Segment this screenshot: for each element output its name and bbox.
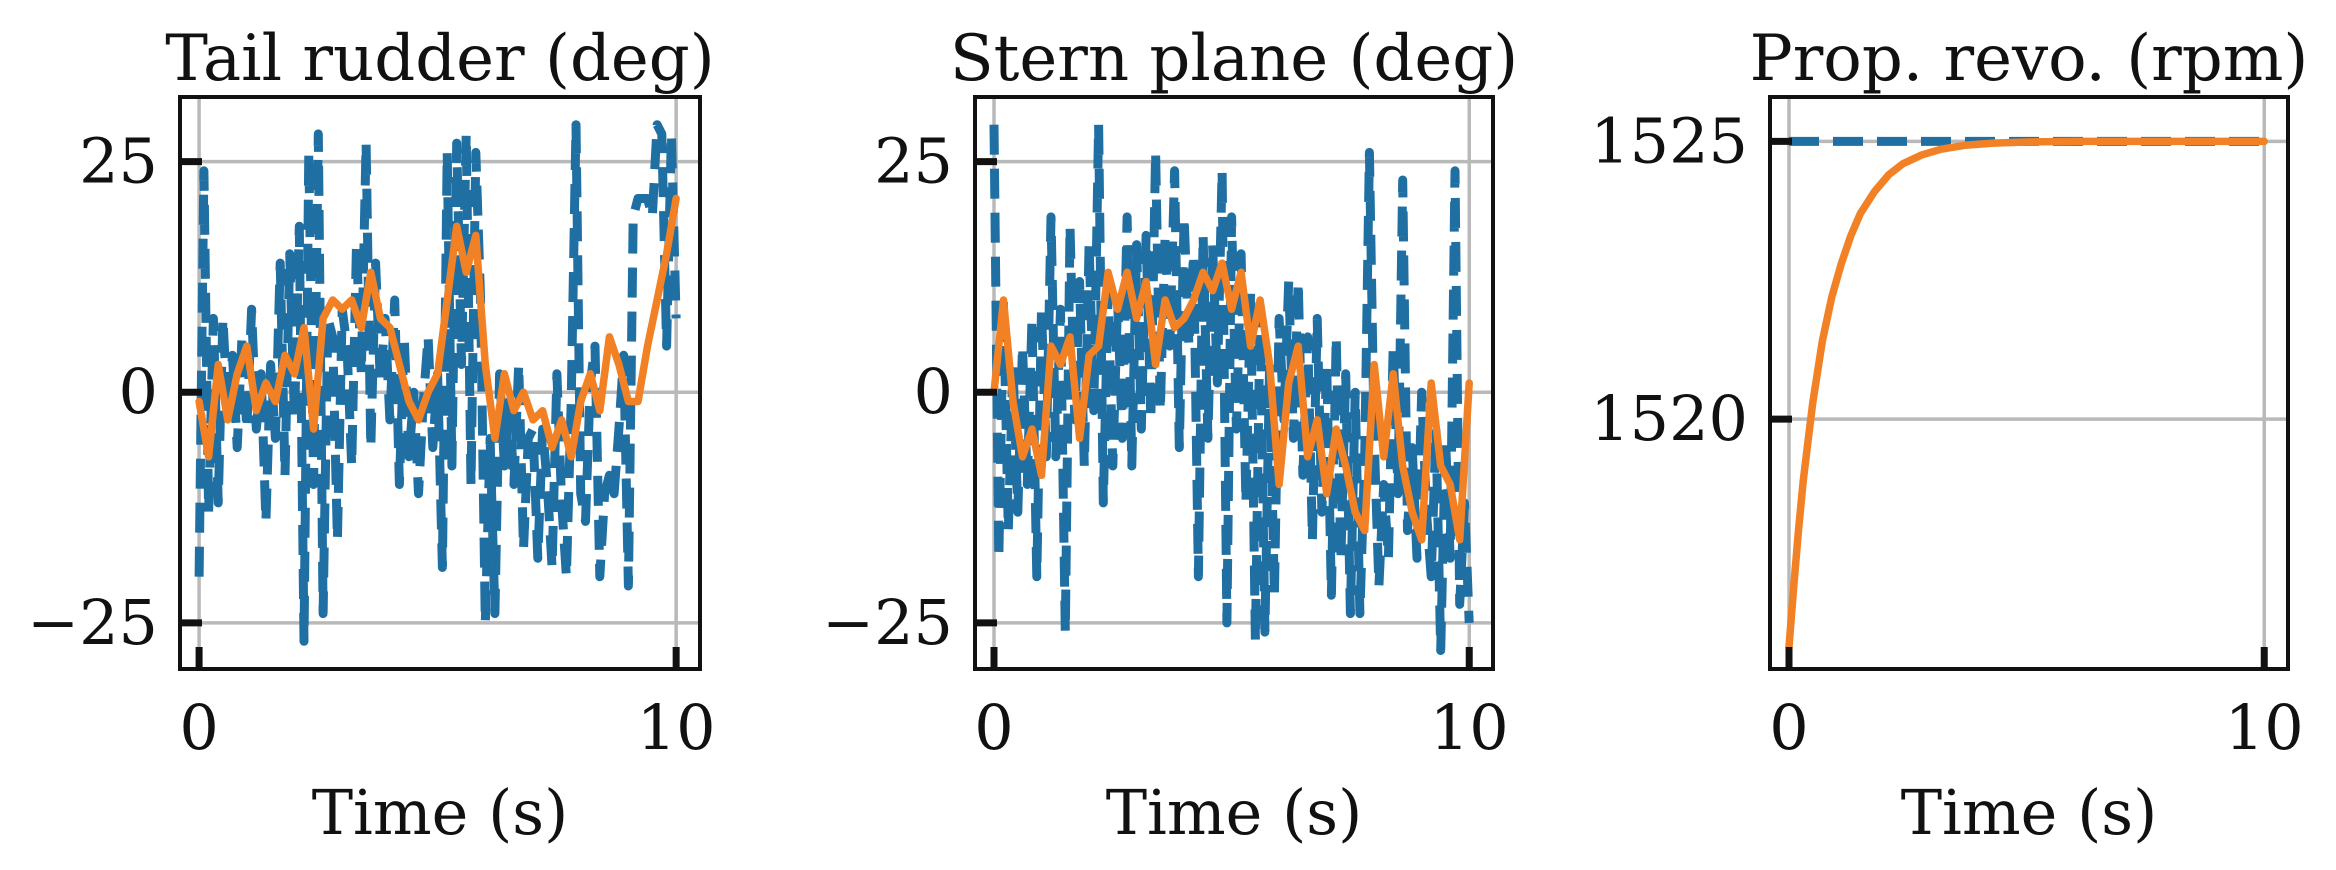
x-tick-label: 10 xyxy=(2225,691,2304,764)
y-tick-label: −25 xyxy=(27,586,158,659)
y-tick-label: 1525 xyxy=(1590,104,1748,177)
y-tick-label: 25 xyxy=(874,125,953,198)
chart-title: Prop. revo. (rpm) xyxy=(1750,22,2309,96)
x-tick-label: 10 xyxy=(637,691,716,764)
series-dashed-line xyxy=(989,120,1474,655)
y-tick-label: 25 xyxy=(79,125,158,198)
x-axis-label: Time (s) xyxy=(1901,776,2158,849)
y-tick-label: 0 xyxy=(914,355,953,428)
x-tick-label: 0 xyxy=(1769,691,1808,764)
x-axis-label: Time (s) xyxy=(1106,776,1363,849)
chart-title: Stern plane (deg) xyxy=(950,22,1518,96)
series-solid-line xyxy=(1785,137,2268,651)
chart-title: Tail rudder (deg) xyxy=(165,22,714,96)
x-tick-label: 10 xyxy=(1430,691,1509,764)
plot-frame xyxy=(973,95,1495,671)
plot-frame xyxy=(1768,95,2290,671)
x-axis-label: Time (s) xyxy=(312,776,569,849)
series-solid-line xyxy=(990,259,1473,544)
x-tick-label: 0 xyxy=(179,691,218,764)
series-solid-line xyxy=(195,194,680,461)
y-tick-label: 1520 xyxy=(1590,382,1748,455)
x-tick-label: 0 xyxy=(974,691,1013,764)
y-tick-label: −25 xyxy=(822,586,953,659)
plot-frame xyxy=(178,95,702,671)
chart-stern-plane: 0 10 −25 0 25 Stern plane (deg) Time (s) xyxy=(822,22,1518,849)
y-tick-label: 0 xyxy=(119,355,158,428)
